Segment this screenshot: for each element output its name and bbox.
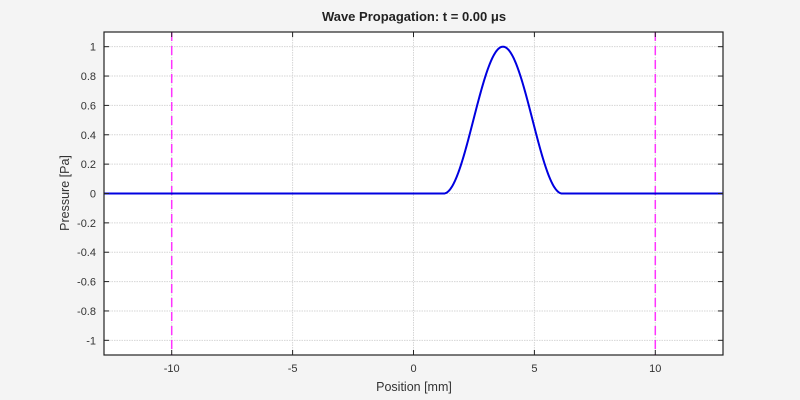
y-tick-label: 0 [90,189,96,201]
y-tick-label: 0.6 [81,100,96,112]
y-tick-label: -0.4 [77,247,96,259]
y-tick-label: -0.2 [77,218,96,230]
ticks: -10 -5 0 5 10 1 0.8 0.6 0.4 0.2 0 -0.2 -0.4 -0.6 -0.8 -… [77,32,723,375]
y-tick-label: 1 [90,42,96,54]
y-tick-label: 0.4 [81,130,96,142]
y-axis-label: Pressure [Pa] [58,155,72,231]
pressure-curve [104,45,723,195]
y-tick-label: -0.6 [77,277,96,289]
y-tick-label: 0.8 [81,71,96,83]
x-tick-label: 10 [649,363,661,375]
x-tick-label: -10 [164,363,180,375]
x-tick-label: 0 [410,363,416,375]
x-tick-label: -5 [288,363,298,375]
x-axis-label: Position [mm] [376,380,452,394]
y-tick-label: -0.8 [77,306,96,318]
chart-title: Wave Propagation: t = 0.00 μs [322,9,506,24]
x-tick-label: 5 [531,363,537,375]
y-tick-label: 0.2 [81,159,96,171]
y-tick-label: -1 [86,335,96,347]
